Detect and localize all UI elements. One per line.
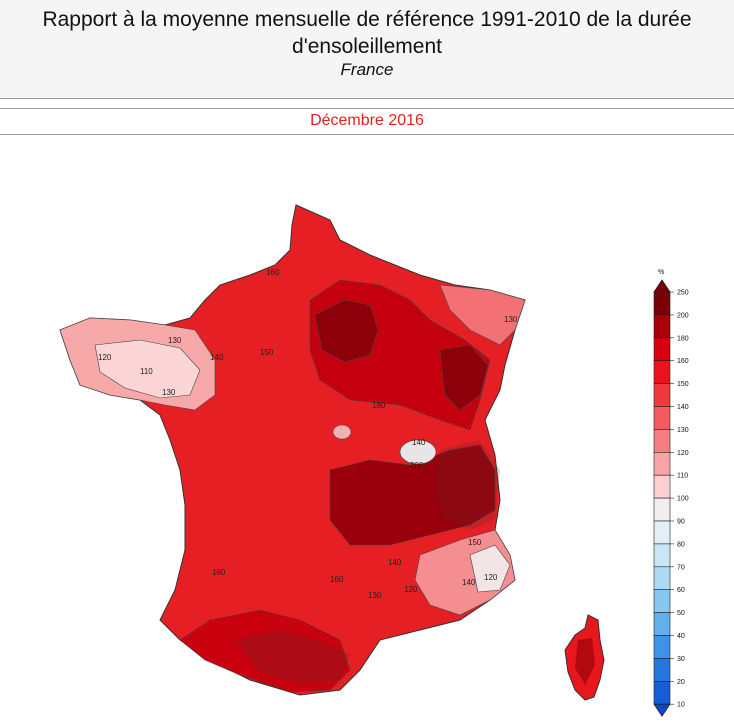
legend-arrow-down — [653, 703, 671, 717]
zone-southwest-160 — [179, 609, 351, 693]
contour-label: 130 — [162, 388, 176, 397]
contour-label: 110 — [140, 367, 153, 376]
legend-swatch — [653, 520, 671, 545]
france-sunshine-map: 160 140 130 120 110 130 150 180 200 140 … — [59, 204, 605, 701]
relief-alps — [435, 440, 500, 530]
legend-tick-label: 200 — [677, 312, 689, 319]
zone-200-east — [439, 344, 489, 411]
contour-label: 140 — [388, 558, 402, 567]
legend-tick-label: 30 — [677, 656, 685, 663]
legend-tick-label: 90 — [677, 519, 685, 526]
legend-tick-label: 110 — [677, 473, 688, 480]
legend-swatch — [653, 383, 671, 407]
legend-tick-label: 250 — [677, 290, 689, 297]
page-subtitle: France — [340, 60, 394, 79]
legend-swatch — [653, 291, 671, 316]
contour-label: 130 — [504, 315, 518, 324]
zone-200-paris — [314, 299, 379, 363]
legend-arrow-up — [653, 279, 671, 293]
legend-swatch — [653, 474, 671, 499]
legend-tick-label: 100 — [677, 496, 689, 503]
zone-180-south — [329, 444, 496, 546]
contour-label: 120 — [484, 573, 498, 582]
legend-swatch — [653, 497, 671, 522]
legend-swatch — [653, 337, 671, 362]
legend-tick-label: 120 — [677, 450, 689, 457]
legend-tick-label: 20 — [677, 679, 685, 686]
contour-label: 160 — [330, 575, 344, 584]
contour-label: 150 — [260, 348, 274, 357]
legend-tick-label: 140 — [677, 404, 689, 411]
legend-tick-label: 130 — [677, 427, 689, 434]
corsica-relief — [575, 638, 595, 685]
contour-label: 180 — [372, 401, 386, 410]
contour-label: 140 — [412, 438, 426, 447]
contour-label: 160 — [212, 568, 226, 577]
legend-swatch — [653, 543, 671, 568]
legend-swatch — [653, 589, 671, 613]
legend-tick-label: 40 — [677, 633, 685, 640]
contour-label: 120 — [98, 353, 112, 362]
legend-tick-label: 80 — [677, 541, 685, 548]
zone-central-anomaly — [399, 439, 437, 465]
legend-swatch — [653, 452, 671, 476]
legend-swatch — [653, 360, 671, 384]
legend-swatch — [653, 658, 671, 682]
legend-tick-label: 70 — [677, 564, 685, 571]
zone-northeast-140 — [439, 284, 526, 346]
zone-brittany-110 — [94, 339, 201, 399]
legend-swatch — [653, 612, 671, 636]
contour-label: 130 — [368, 591, 382, 600]
legend-tick-label: 150 — [677, 381, 689, 388]
legend-swatch — [653, 429, 671, 453]
legend-swatch — [653, 566, 671, 590]
legend-swatch — [653, 635, 671, 659]
contour-label: 120 — [404, 585, 418, 594]
contour-label: 160 — [266, 268, 280, 277]
period-label: Décembre 2016 — [310, 112, 424, 129]
legend-tick-label: 60 — [677, 587, 685, 594]
legend-tick-label: 160 — [677, 358, 689, 365]
legend-tick-label: 180 — [677, 335, 689, 342]
contour-label: 140 — [462, 578, 476, 587]
zone-southeast-110 — [469, 544, 511, 593]
contour-label: 200 — [410, 461, 424, 470]
contour-label: 150 — [468, 538, 482, 547]
legend-unit: % — [658, 269, 664, 276]
contour-label: 140 — [210, 353, 224, 362]
legend-swatch — [653, 406, 671, 430]
color-legend: % 250 200 180 160 150 140 130 120 110 100 90 80 70 60… — [653, 269, 689, 717]
legend-swatch — [653, 680, 671, 705]
zone-central-spot — [332, 424, 352, 440]
period-bar: Décembre 2016 — [0, 108, 734, 135]
page-title: Rapport à la moyenne mensuelle de référe… — [42, 8, 692, 58]
legend-tick-label: 10 — [677, 702, 685, 709]
contour-label: 130 — [168, 336, 182, 345]
header: Rapport à la moyenne mensuelle de référe… — [0, 0, 734, 99]
relief-pyrenees — [235, 630, 350, 685]
legend-tick-label: 50 — [677, 610, 685, 617]
legend-swatch — [653, 314, 671, 339]
